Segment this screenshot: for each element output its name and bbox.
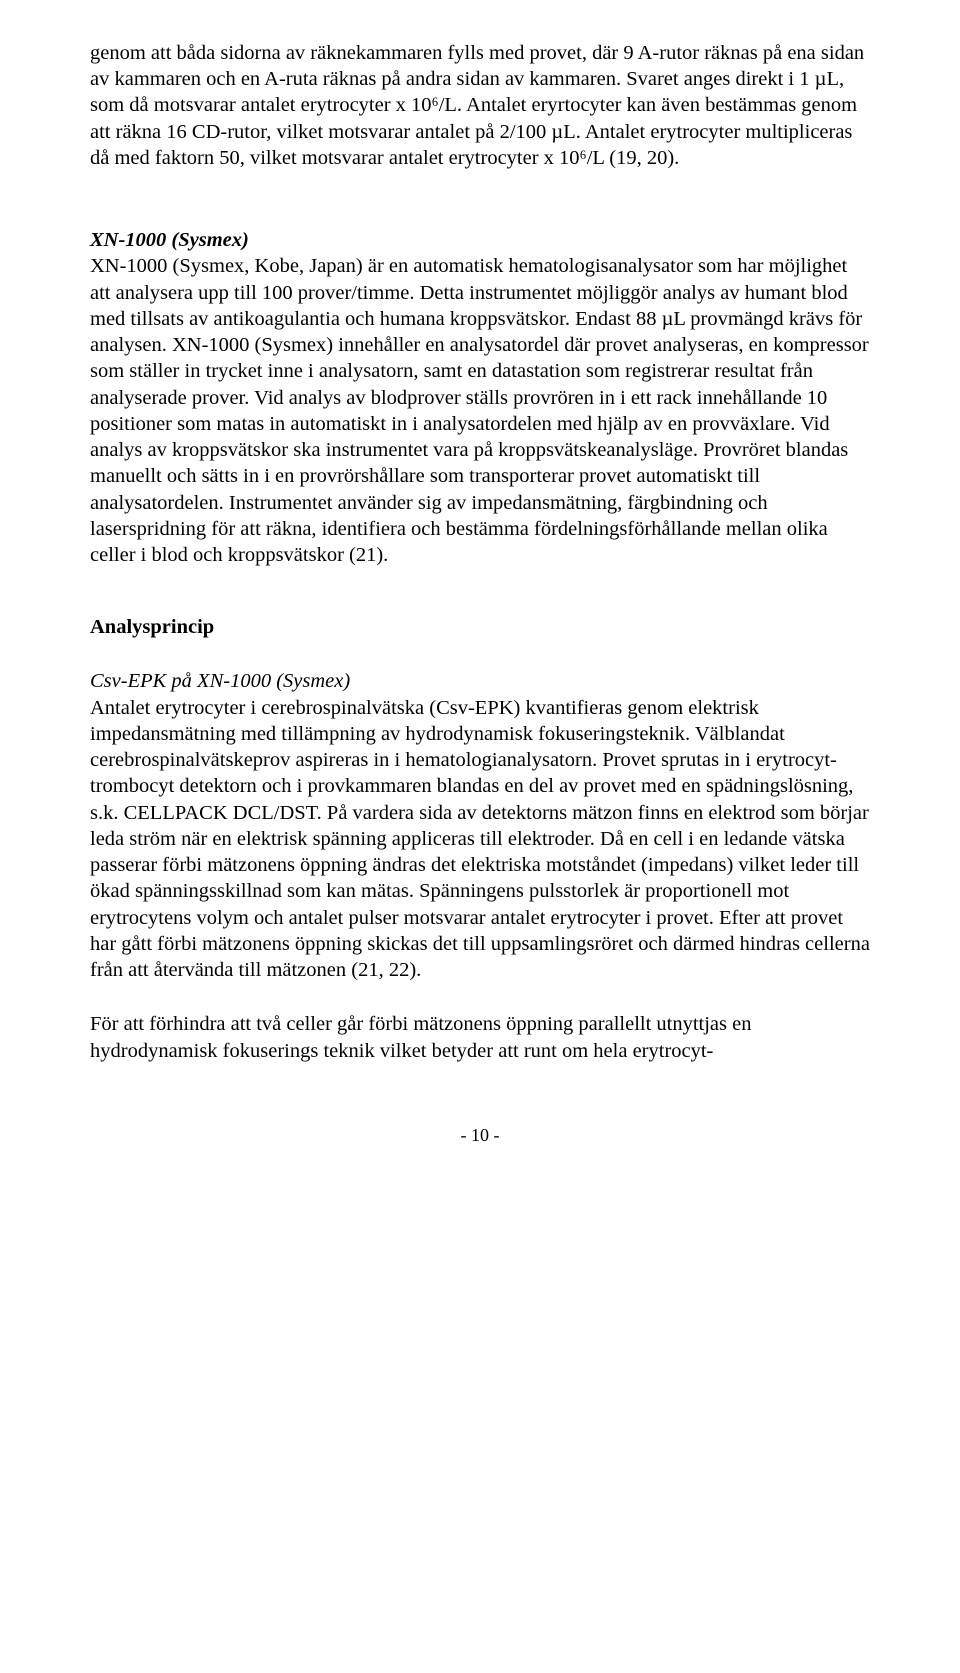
document-page: genom att båda sidorna av räknekammaren …	[0, 0, 960, 1187]
paragraph-1: genom att båda sidorna av räknekammaren …	[90, 40, 870, 171]
paragraph-2-body: XN-1000 (Sysmex, Kobe, Japan) är en auto…	[90, 255, 869, 566]
page-number: - 10 -	[90, 1124, 870, 1147]
paragraph-3-body: Antalet erytrocyter i cerebrospinalvätsk…	[90, 697, 870, 981]
csv-epk-heading: Csv-EPK på XN-1000 (Sysmex)	[90, 670, 350, 692]
paragraph-2-container: XN-1000 (Sysmex) XN-1000 (Sysmex, Kobe, …	[90, 227, 870, 568]
xn1000-heading: XN-1000 (Sysmex)	[90, 229, 249, 251]
paragraph-4: För att förhindra att två celler går för…	[90, 1011, 870, 1063]
analysprincip-heading: Analysprincip	[90, 614, 870, 640]
paragraph-3-container: Csv-EPK på XN-1000 (Sysmex) Antalet eryt…	[90, 668, 870, 983]
